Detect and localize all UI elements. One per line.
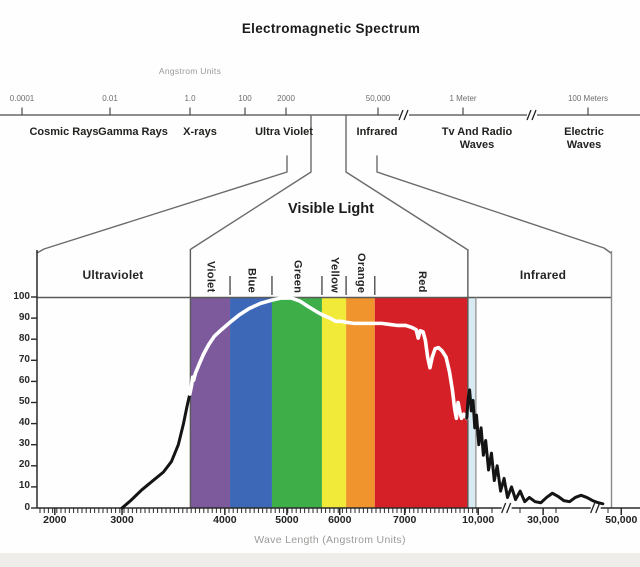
y-tick-label: 80 [18,332,30,344]
band-label-red: Red [415,271,428,293]
axis-break [590,502,601,514]
top-scale-tick-label: 50,000 [365,94,391,103]
fan-line-left-outer [36,155,288,254]
y-tick-label: 0 [24,501,30,513]
region-label-ultraviolet: Ultraviolet [82,268,144,282]
x-tick-label: 7000 [392,514,417,526]
axis-break [399,109,409,121]
category-label-infrared: Infrared [356,126,398,138]
fan-line-left-inner [190,114,312,250]
band-label-violet: Violet [204,261,217,293]
y-tick-label: 40 [18,417,30,429]
top-scale-tick-label: 0.01 [102,94,118,103]
y-tick-label: 10 [18,480,30,492]
y-tick-label: 50 [18,396,30,407]
category-label-cosmic-rays: Cosmic Rays [29,126,99,138]
axis-break-slash [595,502,601,514]
x-tick-label: 4000 [213,514,237,526]
fan-line-right-outer [376,155,612,254]
x-tick-label: 6000 [328,514,352,526]
axis-break-slash [403,109,409,121]
footer-strip [0,553,640,567]
axis-break-slash [398,109,404,121]
category-label-tv-and-radio-waves: Tv And Radio Waves [441,126,513,151]
category-label-ultra-violet: Ultra Violet [255,126,313,138]
top-scale-tick-label: 1 Meter [449,94,477,103]
top-scale-tick-label: 1.0 [184,94,196,103]
diagram-title: Electromagnetic Spectrum [241,21,421,36]
band-label-blue: Blue [245,267,258,293]
axis-break-slash [506,502,512,514]
region-label-infrared: Infrared [519,268,567,282]
band-label-orange: Orange [354,252,367,293]
angstrom-units-label: Angstrom Units [158,66,222,76]
x-tick-label: 30,000 [527,514,560,526]
x-tick-label: 50,000 [605,514,638,526]
x-axis-label: Wave Length (Angstrom Units) [254,534,406,546]
category-label-x-rays: X-rays [183,126,217,138]
band-label-green: Green [291,259,304,293]
band-violet [190,297,231,508]
category-label-electric-waves: Electric Waves [564,126,604,151]
y-tick-label: 100 [13,290,30,302]
axis-break-slash [526,109,532,121]
response-curve-visible-white [188,296,469,421]
y-tick-label: 30 [18,438,30,450]
y-tick-label: 20 [18,459,30,471]
band-orange [346,297,375,508]
axis-break-slash [501,502,507,514]
top-scale-tick-label: 100 [238,94,252,103]
top-scale-tick-label: 100 Meters [567,94,609,103]
y-tick-label: 70 [18,353,30,365]
band-yellow [321,297,347,508]
visible-light-heading: Visible Light [288,201,374,217]
response-curve-ir-black [465,388,605,506]
top-scale-tick-label: 0.0001 [9,94,35,103]
band-green [271,297,322,508]
axis-break-slash [531,109,537,121]
top-scale-tick-label: 2000 [277,94,295,103]
y-tick-label: 90 [18,311,30,323]
x-tick-label: 10,000 [462,514,495,526]
axis-break-slash [590,502,596,514]
x-tick-label: 3000 [110,514,134,526]
axis-break [501,502,512,514]
response-curve-uv-black [120,392,192,510]
x-tick-label: 5000 [275,514,299,526]
x-tick-label: 2000 [43,514,67,526]
band-blue [230,297,272,508]
y-tick-label: 60 [18,374,30,386]
band-label-yellow: Yellow [328,256,341,293]
category-label-gamma-rays: Gamma Rays [98,126,168,138]
axis-break [527,109,537,121]
fan-line-right-inner [345,114,469,251]
